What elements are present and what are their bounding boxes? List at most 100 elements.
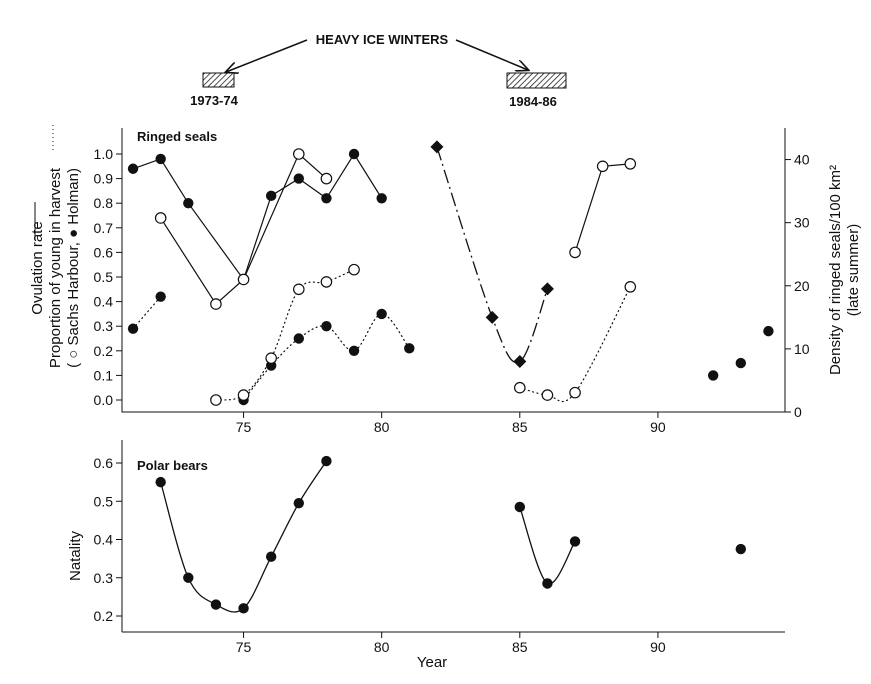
data-point — [293, 333, 304, 344]
data-point — [265, 352, 277, 364]
series-ovulation-sachs — [154, 148, 333, 310]
x-tick-label-90: 90 — [650, 639, 666, 655]
data-point — [624, 281, 637, 293]
y2-tick-label: 0 — [794, 404, 802, 420]
top-series — [127, 140, 774, 406]
series-young-sachs-2 — [513, 281, 637, 403]
series-ovulation-sachs-2 — [569, 158, 637, 259]
data-point — [541, 389, 554, 401]
y-tick-label: 0.5 — [94, 269, 114, 285]
x-tick-label-80: 80 — [374, 419, 390, 435]
year-xlabel: Year — [417, 654, 447, 671]
y2-tick-label: 30 — [794, 215, 810, 231]
ylabel-line-3: ( ○ Sachs Harbour, ● Holman) — [65, 168, 82, 368]
data-point — [513, 355, 527, 369]
data-point — [183, 198, 194, 209]
data-point — [569, 386, 581, 399]
polar-bears-panel: Polar bears 75 80 85 90 0.2 0.3 0.4 0.5 0.6 Nata… — [67, 440, 785, 671]
data-point — [404, 343, 415, 354]
y-tick-label: 0.4 — [94, 294, 114, 310]
data-point — [293, 173, 304, 184]
data-point — [154, 212, 167, 224]
y-tick-label: 0.3 — [94, 570, 114, 586]
data-point — [430, 140, 444, 154]
data-point — [735, 543, 746, 555]
y-tick-label: 0.6 — [94, 455, 114, 471]
data-point — [763, 325, 774, 337]
data-point — [127, 163, 139, 174]
y2-tick-label: 20 — [794, 278, 810, 294]
data-point — [321, 321, 332, 332]
y2label-line-2: (late summer) — [845, 224, 862, 317]
data-point — [514, 501, 525, 513]
x-tick-label-75: 75 — [236, 419, 252, 435]
data-point — [596, 160, 609, 173]
series-young-sachs — [210, 263, 360, 406]
series-line — [574, 163, 631, 253]
series-line — [519, 506, 576, 585]
ringed-seals-title: Ringed seals — [137, 129, 217, 144]
period-label-1973: 1973-74 — [190, 93, 238, 108]
y-tick-label: 1.0 — [94, 146, 114, 162]
ylabel-line-1: Ovulation rate — [29, 221, 46, 314]
top-panel-frame — [121, 128, 786, 413]
data-point — [292, 148, 305, 160]
top-axes: 75 80 85 90 0.0 0.1 0.2 0.3 0.4 0.5 0.6 0.7 0.8 0.9 1.… — [94, 146, 810, 435]
series-line — [519, 286, 631, 403]
series-density — [430, 140, 554, 369]
data-point — [348, 345, 360, 356]
data-point — [210, 599, 222, 610]
y2-tick-label: 40 — [794, 152, 810, 168]
data-point — [210, 298, 222, 310]
y-tick-label: 0.5 — [94, 493, 114, 509]
data-point — [265, 551, 277, 562]
series-line — [215, 269, 355, 401]
y2label-line-1: Density of ringed seals/100 km² — [827, 165, 844, 375]
data-point — [348, 148, 360, 160]
series-line — [436, 146, 549, 364]
y-tick-label: 0.7 — [94, 220, 114, 236]
y-tick-label: 0.2 — [94, 343, 114, 359]
x-tick-label-85: 85 — [512, 639, 528, 655]
series-young-holman-2 — [238, 308, 415, 406]
data-point — [376, 193, 387, 204]
data-point — [735, 357, 746, 369]
series-line — [160, 460, 327, 613]
series-natality-1 — [155, 455, 332, 614]
y-tick-label: 0.8 — [94, 195, 114, 211]
data-point — [238, 603, 249, 614]
x-tick-label-85: 85 — [512, 419, 528, 435]
y-tick-label: 0.9 — [94, 171, 114, 187]
top-ylabel: Ovulation rate Proportion of young in ha… — [29, 167, 82, 368]
data-point — [542, 578, 553, 589]
data-point — [707, 370, 719, 381]
ylabel-line-2: Proportion of young in harvest — [47, 167, 64, 368]
data-point — [155, 476, 166, 488]
series-natality-3 — [735, 543, 746, 555]
series-young-holman-3 — [707, 325, 774, 381]
y-tick-label: 0.2 — [94, 608, 114, 624]
x-tick-label-75: 75 — [236, 639, 252, 655]
period-label-1984: 1984-86 — [509, 94, 557, 109]
arrow-right — [455, 39, 528, 70]
arrow-left — [226, 39, 308, 72]
y-tick-label: 0.3 — [94, 318, 114, 334]
natality-ylabel: Natality — [67, 530, 84, 581]
data-point — [321, 455, 332, 467]
data-point — [624, 158, 637, 170]
data-point — [321, 193, 332, 204]
heavy-ice-title: HEAVY ICE WINTERS — [316, 32, 449, 47]
x-tick-label-90: 90 — [650, 419, 666, 435]
data-point — [376, 308, 387, 320]
data-point — [569, 536, 581, 547]
polar-bears-title: Polar bears — [137, 458, 208, 473]
hatch-box-1984 — [506, 72, 567, 89]
y-tick-label: 0.1 — [94, 367, 114, 383]
data-point — [265, 190, 277, 202]
data-point — [155, 153, 166, 165]
data-point — [237, 273, 250, 286]
y-tick-label: 0.0 — [94, 392, 114, 408]
data-point — [485, 310, 499, 324]
bottom-series — [155, 455, 746, 614]
